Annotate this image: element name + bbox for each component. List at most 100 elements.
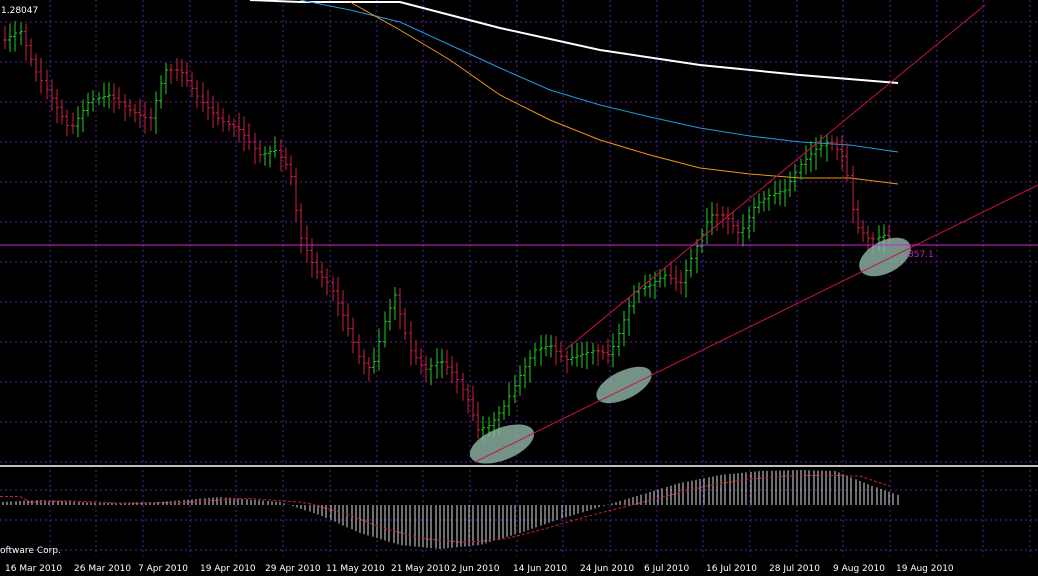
price-bar (237, 112, 241, 143)
price-bar (190, 71, 194, 98)
price-bar (705, 208, 709, 245)
price-bar (367, 357, 371, 382)
price-bar (112, 83, 116, 114)
price-bar (507, 382, 511, 417)
price-bar (86, 92, 90, 117)
price-bar (377, 328, 381, 371)
price-bar (845, 143, 849, 182)
price-bar (450, 356, 454, 384)
price-bar (502, 400, 506, 420)
price-bar (315, 251, 319, 279)
x-axis: 16 Mar 2010 26 Mar 2010 7 Apr 2010 19 Apr 2… (5, 564, 954, 574)
price-bars (3, 21, 891, 442)
price-bar (216, 102, 220, 126)
watermark: oftware Corp. (0, 546, 61, 556)
price-bar (102, 82, 106, 107)
price-bar (310, 238, 314, 278)
touch-highlight (596, 366, 652, 404)
oscillator-panel (0, 470, 899, 549)
price-bar (825, 134, 829, 162)
price-bar (752, 197, 756, 232)
price-bar (258, 140, 262, 163)
price-bar (721, 206, 725, 228)
moving-averages (249, 0, 899, 185)
price-bar (159, 75, 163, 109)
price-bar (91, 90, 95, 112)
price-bar (606, 338, 610, 365)
price-bar (866, 226, 870, 251)
price-bar (440, 348, 444, 379)
price-bar (133, 103, 137, 123)
price-bar (565, 350, 569, 374)
price-bar (643, 274, 647, 297)
price-bar (674, 265, 678, 292)
price-bar (81, 99, 85, 133)
price-bar (435, 348, 439, 379)
price-bar (455, 362, 459, 394)
moving-average-fast (349, 1, 899, 185)
price-bar (221, 108, 225, 132)
price-bar (175, 58, 179, 81)
signal-line (0, 474, 891, 543)
price-bar (695, 239, 699, 274)
x-tick-label: 11 May 2010 (326, 564, 385, 574)
price-bar (518, 365, 522, 396)
price-bar (804, 145, 808, 175)
price-bar (757, 193, 761, 214)
price-bar (788, 171, 792, 197)
price-bar (715, 203, 719, 231)
x-tick-label: 2 Jun 2010 (451, 564, 500, 574)
x-tick-label: 28 Jul 2010 (769, 564, 820, 574)
price-bar (13, 21, 17, 52)
price-bar (414, 339, 418, 365)
price-bar (55, 89, 59, 124)
price-bar (39, 58, 43, 94)
price-bar (830, 135, 834, 151)
price-bar (128, 98, 132, 117)
moving-average-mid (299, 0, 899, 153)
price-bar (195, 80, 199, 109)
price-bar (523, 357, 527, 389)
x-tick-label: 26 Mar 2010 (74, 564, 131, 574)
price-bar (429, 357, 433, 386)
price-bar (627, 298, 631, 336)
price-bar (154, 91, 158, 134)
touch-highlights (469, 237, 911, 464)
price-bar (445, 349, 449, 375)
price-bar (419, 347, 423, 375)
price-bar (549, 335, 553, 358)
price-bar (336, 277, 340, 317)
price-bar (50, 79, 54, 112)
price-bar (346, 303, 350, 337)
price-bar (471, 385, 475, 421)
price-bar (164, 63, 168, 95)
price-bar (76, 106, 80, 138)
x-tick-label: 6 Jul 2010 (644, 564, 689, 574)
support-trendline (474, 184, 1038, 463)
price-bar (71, 112, 75, 135)
price-bar (476, 402, 480, 439)
price-bar (856, 200, 860, 234)
price-bar (513, 374, 517, 404)
price-bar (232, 118, 236, 137)
price-bar (3, 26, 7, 49)
price-bar (268, 145, 272, 168)
x-tick-label: 16 Mar 2010 (5, 564, 62, 574)
price-bar (585, 341, 589, 370)
moving-average-slow (249, 0, 899, 84)
price-bar (461, 372, 465, 401)
price-bar (227, 114, 231, 132)
price-bar (97, 91, 101, 106)
price-bar (580, 342, 584, 368)
price-bar (617, 323, 621, 357)
price-bar (637, 282, 641, 304)
price-bar (840, 135, 844, 171)
price-bar (123, 94, 127, 121)
chart-grid (0, 0, 1038, 556)
price-bar (331, 276, 335, 302)
price-bar (383, 311, 387, 348)
price-bar (601, 344, 605, 360)
trendlines (0, 4, 1038, 463)
price-bar (528, 350, 532, 383)
